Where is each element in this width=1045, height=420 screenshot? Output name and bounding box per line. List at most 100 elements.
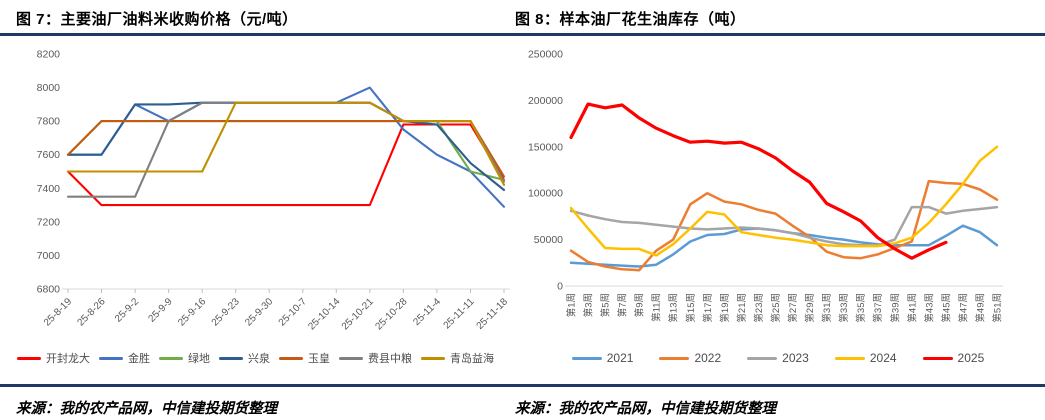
x-tick-label: 第39周 [889,293,901,323]
series-line-费县中粮 [66,101,506,198]
x-tick-label: 第5周 [600,293,612,317]
legend-swatch [922,356,953,360]
figure-7: 图 7：主要油厂油料米收购价格（元/吨） 6800 7000 7200 7400 760… [0,0,511,420]
y-tick-label: 250000 [528,49,563,61]
legend-label: 费县中粮 [368,353,412,365]
x-tick-label: 第51周 [992,293,1004,323]
legend-item-费县中粮: 费县中粮 [339,350,412,366]
legend-item-开封龙大: 开封龙大 [17,350,90,366]
legend-item-2022: 2022 [659,351,721,365]
figure-8: 图 8：样本油厂花生油库存（吨） 0 50000 100000 150000 20000… [511,0,1045,420]
y-tick-label: 7000 [37,250,61,262]
x-tick-label: 第33周 [838,293,850,323]
x-tick-label: 25-9-2 [113,296,142,325]
legend-label: 兴泉 [248,353,270,365]
x-tick-label: 第47周 [957,293,969,323]
legend-swatch [659,356,690,360]
legend-item-青岛益海: 青岛益海 [421,350,494,366]
legend-item-2023: 2023 [747,351,809,365]
figure-7-source: 来源：我的农产品网，中信建投期货整理 [16,401,277,417]
legend-swatch [17,356,41,360]
x-tick-label: 25-11-18 [475,296,510,332]
legend-label: 2022 [694,351,722,365]
x-tick-label: 第1周 [566,293,578,317]
x-tick-label: 第9周 [634,293,646,317]
y-tick-label: 8000 [37,82,61,94]
x-tick-label: 25-9-23 [210,296,242,328]
legend-swatch [219,356,243,360]
figure-7-title: 图 7：主要油厂油料米收购价格（元/吨） [16,11,298,28]
x-tick-label: 25-9-9 [147,296,176,325]
x-tick-label: 25-9-30 [243,296,275,328]
series-line-兴泉 [66,101,506,192]
x-tick-label: 第23周 [753,293,765,323]
series-line-青岛益海 [66,101,506,186]
x-tick-label: 第15周 [685,293,697,323]
x-tick-label: 第27周 [787,293,799,323]
legend-label: 2021 [606,351,634,365]
x-tick-label: 第25周 [770,293,782,323]
y-tick-label: 100000 [528,188,563,200]
legend-item-2025: 2025 [922,351,985,365]
legend-label: 绿地 [188,353,210,365]
x-tick-label: 25-9-16 [176,296,208,328]
legend-swatch [421,356,445,360]
y-tick-label: 50000 [534,234,563,246]
y-tick-label: 7600 [37,149,61,161]
series-line-2025 [569,102,948,260]
x-tick-label: 25-11-4 [411,296,443,328]
x-tick-label: 第35周 [855,293,867,323]
y-tick-label: 7800 [37,116,61,128]
y-tick-label: 150000 [528,141,563,153]
legend-swatch [279,356,303,360]
legend-swatch [834,356,865,360]
figure-8-legend: 2021 2022 2023 2024 2025 [511,350,1045,366]
x-tick-label: 第29周 [804,293,816,323]
x-tick-label: 25-10-14 [306,296,342,332]
x-tick-label: 25-10-28 [373,296,409,332]
legend-label: 2025 [957,351,985,365]
x-tick-label: 25-10-21 [340,296,376,332]
x-tick-label: 25-10-7 [277,296,309,328]
x-tick-label: 第21周 [736,293,748,323]
legend-label: 2023 [782,351,809,365]
series-line-2023 [569,205,999,247]
legend-swatch [159,356,183,360]
figure-8-title-rule [511,33,1045,36]
legend-item-玉皇: 玉皇 [279,350,330,366]
legend-label: 2024 [869,351,897,365]
y-tick-label: 6800 [37,284,61,296]
x-tick-label: 第37周 [872,293,884,323]
y-tick-label: 7400 [37,183,61,195]
x-tick-label: 第17周 [702,293,714,323]
x-tick-label: 25-11-11 [442,296,477,331]
legend-swatch [339,356,363,360]
legend-item-金胜: 金胜 [99,350,150,366]
legend-swatch [99,356,123,360]
legend-label: 玉皇 [308,353,330,365]
x-tick-label: 第49周 [975,293,987,323]
legend-label: 开封龙大 [46,353,90,365]
series-line-玉皇 [66,120,506,178]
x-tick-label: 第3周 [583,293,595,317]
y-tick-label: 200000 [528,95,563,107]
y-tick-label: 8200 [37,49,61,61]
y-tick-label: 0 [557,281,563,293]
series-line-2022 [569,179,999,272]
legend-swatch [571,356,602,360]
legend-item-2021: 2021 [571,351,634,365]
x-tick-label: 第31周 [821,293,833,323]
legend-label: 金胜 [128,353,150,365]
series-line-开封龙大 [66,123,506,207]
x-tick-label: 第19周 [719,293,731,323]
x-tick-label: 25-8-26 [75,296,107,328]
series-line-2024 [569,145,999,257]
x-tick-label: 第11周 [651,293,663,322]
y-tick-label: 7200 [37,216,61,228]
figure-7-title-rule [0,33,511,36]
x-tick-label: 第7周 [617,293,629,317]
legend-item-绿地: 绿地 [159,350,210,366]
figure-8-title: 图 8：样本油厂花生油库存（吨） [515,11,746,28]
